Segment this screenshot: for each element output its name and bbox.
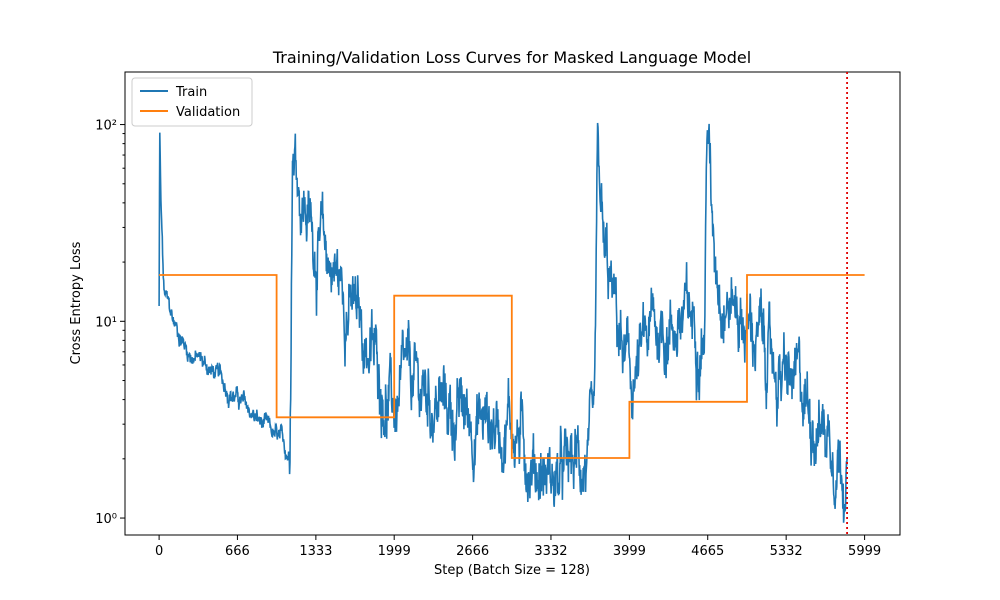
legend-label-validation: Validation — [176, 105, 240, 120]
x-tick-label: 2666 — [456, 544, 489, 559]
chart-title: Training/Validation Loss Curves for Mask… — [272, 48, 751, 67]
y-tick-label: 10¹ — [95, 315, 117, 330]
train-series-line — [158, 122, 848, 523]
x-tick-label: 3999 — [613, 544, 646, 559]
x-tick-label: 5999 — [848, 544, 881, 559]
x-tick-label: 4665 — [691, 544, 724, 559]
legend: Train Validation — [131, 77, 253, 127]
y-axis-title: Cross Entropy Loss — [69, 241, 84, 364]
x-tick-label: 3332 — [534, 544, 567, 559]
x-tick-label: 5332 — [770, 544, 803, 559]
y-tick-label: 10⁰ — [95, 512, 117, 527]
x-axis: 0 666 1333 1999 2666 3332 3999 4665 5332 5999 — [155, 535, 881, 559]
x-tick-label: 0 — [155, 544, 163, 559]
series-layer — [158, 122, 865, 523]
x-tick-label: 1333 — [299, 544, 332, 559]
y-tick-label: 10² — [95, 119, 117, 134]
validation-series-line — [159, 274, 865, 459]
x-tick-label: 1999 — [378, 544, 411, 559]
x-axis-title: Step (Batch Size = 128) — [434, 563, 590, 578]
legend-label-train: Train — [175, 85, 207, 100]
x-tick-label: 666 — [225, 544, 250, 559]
y-axis: 10⁰ 10¹ 10² — [95, 119, 125, 527]
plot-area — [124, 71, 901, 536]
